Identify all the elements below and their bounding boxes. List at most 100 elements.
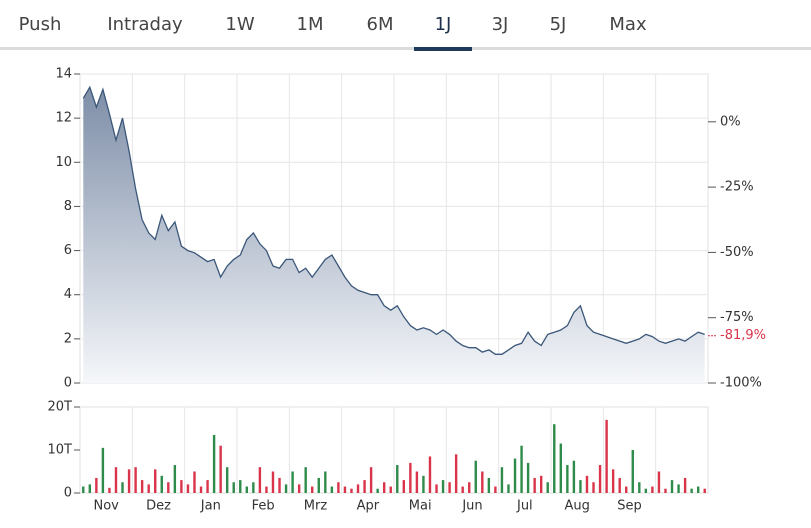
price-line — [82, 85, 705, 355]
y-tick-label: 4 — [64, 287, 72, 302]
volume-bar — [252, 482, 255, 493]
volume-bar — [415, 471, 419, 493]
volume-bar — [193, 471, 196, 493]
tab[interactable]: Intraday — [107, 14, 183, 35]
volume-bar — [356, 484, 360, 493]
volume-bar — [461, 486, 464, 493]
volume-bar — [121, 482, 124, 493]
volume-bar — [245, 486, 249, 493]
volume-bar — [82, 486, 85, 493]
volume-bar — [304, 467, 307, 493]
volume-bar — [448, 482, 451, 493]
volume-bar — [108, 487, 111, 493]
volume-bar — [343, 486, 347, 493]
volume-bar — [376, 488, 379, 493]
volume-bar — [454, 454, 458, 493]
volume-bar — [232, 482, 235, 493]
y-tick-label: 14 — [55, 67, 72, 82]
volume-bar — [481, 471, 484, 493]
volume-bar — [703, 488, 706, 493]
volume-bar — [258, 467, 262, 493]
x-tick-label: Sep — [617, 499, 642, 514]
tab[interactable]: 5J — [550, 14, 567, 35]
x-tick-label: Jul — [516, 499, 533, 514]
volume-bar — [526, 462, 530, 493]
volume-bar — [330, 486, 334, 493]
volume-bar — [696, 486, 700, 493]
volume-bar — [382, 482, 386, 493]
x-tick-label: Dez — [146, 499, 171, 514]
volume-bar — [396, 465, 399, 493]
volume-bar — [271, 471, 275, 493]
y-tick-label: 10 — [55, 155, 72, 170]
volume-bar — [311, 486, 314, 493]
y-tick-label: 12 — [55, 111, 72, 126]
volume-bar — [88, 484, 92, 493]
tab[interactable]: 6M — [367, 14, 394, 35]
tabs: Push Intraday 1W 1M 6M 1J 3J 5J Max — [19, 14, 647, 51]
volume-bar — [114, 467, 118, 493]
volume-bar — [677, 484, 680, 493]
volume-bar — [173, 465, 177, 493]
volume-bar — [297, 484, 301, 493]
chart: 0 2 4 6 8 10 12 14 0% -25% -50% -75% -100% Nov Dez Jan F… — [48, 67, 766, 514]
y2-tick-label: -50% — [720, 245, 754, 260]
volume-bar — [212, 434, 216, 493]
tab[interactable]: 1J — [435, 14, 452, 35]
x-tick-label: Feb — [252, 499, 275, 514]
volume-bar — [199, 486, 203, 493]
volume-bar — [389, 486, 392, 493]
y-tick-label: 8 — [64, 199, 72, 214]
volume-bar — [638, 482, 641, 493]
volume-bar — [507, 484, 510, 493]
volume-bar — [494, 486, 497, 493]
volume-bar — [337, 482, 340, 493]
volume-bar — [409, 462, 412, 493]
volume-bar — [533, 477, 536, 493]
volume-y-tick-label: 10T — [48, 443, 73, 458]
volume-bar — [520, 445, 523, 493]
active-tab-indicator — [414, 47, 472, 51]
volume-bar — [265, 486, 268, 493]
volume-bar — [180, 480, 183, 493]
volume-bar — [468, 482, 471, 493]
volume-bar — [566, 465, 569, 493]
volume-bar — [592, 482, 595, 493]
tab[interactable]: 1M — [297, 14, 324, 35]
volume-bar — [363, 480, 366, 493]
volume-bar — [284, 484, 288, 493]
volume-bar — [585, 475, 589, 493]
volume-bar — [611, 469, 615, 493]
volume-bar — [206, 480, 209, 493]
volume-bar — [95, 477, 98, 493]
y-tick-label: 0 — [64, 376, 72, 391]
volume-bar — [147, 484, 150, 493]
volume-bar — [644, 488, 648, 493]
current-change-label: -81,9% — [720, 328, 766, 343]
volume-bar — [134, 467, 137, 493]
tab-bar-border — [0, 47, 811, 50]
tab[interactable]: Max — [609, 14, 647, 35]
tab[interactable]: 1W — [225, 14, 254, 35]
y2-tick-label: 0% — [720, 114, 741, 129]
volume-bar — [402, 480, 406, 493]
volume-bar — [324, 471, 327, 493]
tab[interactable]: 3J — [492, 14, 509, 35]
y-tick-label: 6 — [64, 243, 72, 258]
volume-bar — [690, 488, 693, 493]
volume-bar — [435, 484, 438, 493]
volume-bar — [474, 460, 477, 493]
volume-bar — [278, 477, 281, 493]
volume-bar — [651, 486, 654, 493]
volume-bar — [369, 467, 373, 493]
x-tick-label: Mrz — [304, 499, 328, 514]
x-tick-label: Apr — [357, 499, 380, 514]
volume-bar — [127, 469, 131, 493]
volume-bar — [225, 467, 229, 493]
volume-bar — [101, 447, 105, 493]
y2-tick-label: -25% — [720, 180, 754, 195]
tab[interactable]: Push — [19, 14, 62, 35]
volume-bar — [441, 480, 445, 493]
volume-bar — [605, 419, 608, 493]
